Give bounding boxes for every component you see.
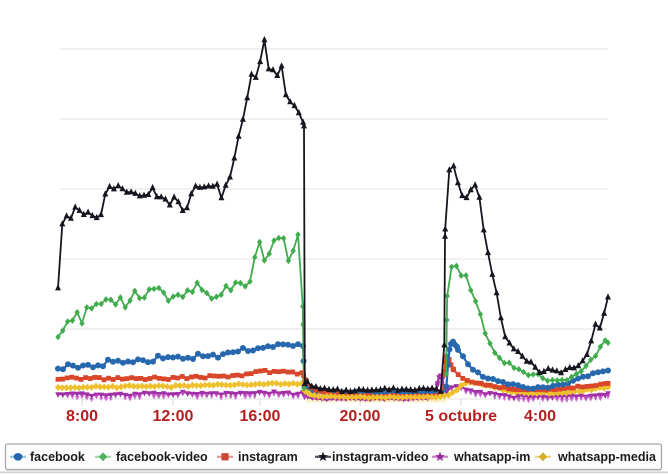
svg-text:facebook: facebook xyxy=(30,450,85,464)
svg-text:16:00: 16:00 xyxy=(240,408,281,425)
svg-text:whatsapp-im: whatsapp-im xyxy=(453,450,530,464)
svg-text:12:00: 12:00 xyxy=(153,408,194,425)
svg-text:instagram: instagram xyxy=(238,450,298,464)
svg-text:4:00: 4:00 xyxy=(524,408,556,425)
svg-text:5 octubre: 5 octubre xyxy=(425,408,497,425)
svg-text:8:00: 8:00 xyxy=(66,408,98,425)
svg-text:whatsapp-media: whatsapp-media xyxy=(557,450,657,464)
svg-text:facebook-video: facebook-video xyxy=(116,450,208,464)
svg-text:20:00: 20:00 xyxy=(340,408,381,425)
svg-text:instagram-video: instagram-video xyxy=(332,450,429,464)
